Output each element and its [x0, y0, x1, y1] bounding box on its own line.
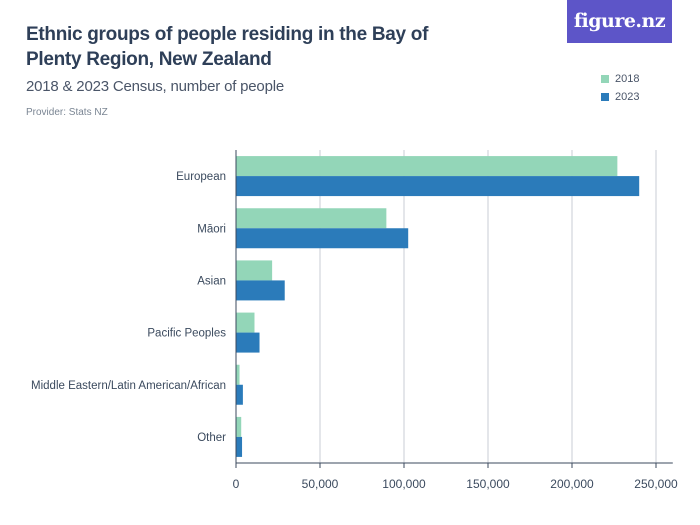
- bar-2018-5: [236, 416, 242, 437]
- bar-2018-3: [236, 312, 255, 333]
- category-label-4: Middle Eastern/Latin American/African: [31, 380, 226, 392]
- bar-2023-3: [236, 332, 260, 353]
- category-label-1: Māori: [197, 223, 226, 235]
- x-tick-label-4: 200,000: [550, 477, 594, 491]
- bar-2023-1: [236, 228, 409, 249]
- bar-2023-5: [236, 436, 243, 457]
- category-label-0: European: [176, 171, 226, 183]
- bar-2018-1: [236, 208, 387, 229]
- bar-2018-4: [236, 364, 240, 385]
- x-tick-label-1: 50,000: [302, 477, 339, 491]
- bar-2023-2: [236, 280, 285, 301]
- category-label-5: Other: [197, 432, 226, 444]
- figure-nz-logo[interactable]: figure.nz: [567, 0, 672, 43]
- x-tick-label-0: 0: [233, 477, 240, 491]
- x-tick-label-2: 100,000: [382, 477, 426, 491]
- bar-2018-0: [236, 156, 618, 177]
- chart-title: Ethnic groups of people residing in the …: [26, 24, 429, 70]
- bar-2023-4: [236, 384, 243, 405]
- legend-label-2023: 2023: [615, 91, 640, 103]
- legend-label-2018: 2018: [615, 73, 640, 85]
- bar-2023-0: [236, 176, 640, 197]
- x-tick-label-5: 250,000: [634, 477, 678, 491]
- category-label-3: Pacific Peoples: [147, 328, 226, 340]
- chart-legend: 2018 2023: [601, 70, 639, 106]
- legend-swatch-2023: [601, 93, 609, 101]
- x-tick-label-3: 150,000: [466, 477, 510, 491]
- legend-swatch-2018: [601, 75, 609, 83]
- category-label-2: Asian: [197, 275, 226, 287]
- chart-subtitle: 2018 & 2023 Census, number of people: [26, 78, 284, 95]
- provider-note: Provider: Stats NZ: [26, 107, 108, 118]
- legend-item-2018: 2018: [601, 70, 639, 88]
- legend-item-2023: 2023: [601, 88, 639, 106]
- bar-2018-2: [236, 260, 273, 281]
